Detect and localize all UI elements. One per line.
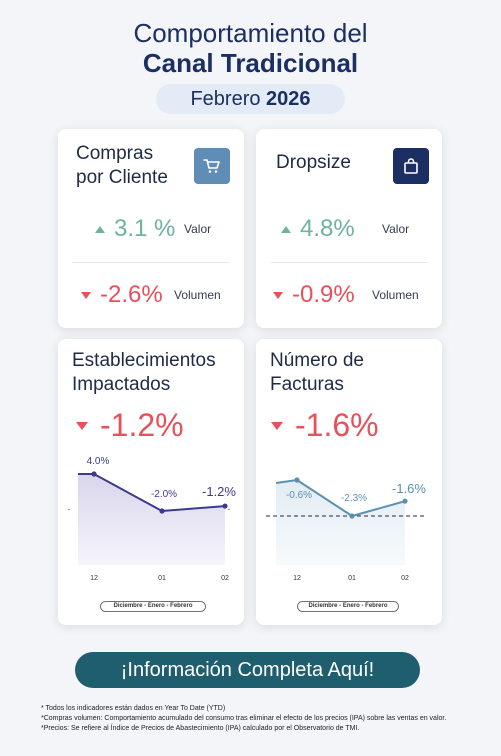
card-compras-por-cliente: Compras por Cliente 3.1 % Valor -2.6% Vo…: [58, 129, 244, 328]
data-point: [222, 503, 228, 509]
card-title-line1: Compras: [76, 143, 154, 164]
shopping-bag-icon: [393, 148, 429, 184]
series-line: [275, 478, 406, 518]
trend-down-icon: [81, 291, 91, 299]
chart-area: [78, 474, 225, 565]
metric-volumen-value: -2.6%: [100, 281, 163, 308]
period-month: Febrero: [190, 88, 261, 110]
metric-valor-value: 3.1 %: [114, 215, 176, 242]
metric-volumen: -0.9%: [273, 281, 355, 309]
baseline-marker: -: [68, 504, 71, 514]
metric-valor-label: Valor: [184, 222, 212, 236]
data-label: -1.6%: [392, 481, 426, 496]
metric-volumen-label: Volumen: [174, 288, 221, 302]
chart-area: [276, 480, 405, 565]
trend-down-icon: [273, 291, 283, 299]
x-tick-label: 12: [90, 575, 98, 582]
metric-volumen-label: Volumen: [372, 288, 419, 302]
card-title: Número de Facturas: [270, 349, 364, 397]
series-line: [78, 473, 226, 513]
metric-main: -1.6%: [271, 407, 379, 444]
metric-valor: 3.1 %: [95, 215, 175, 243]
trend-down-icon: [76, 421, 88, 430]
card-title-line1: Establecimientos: [72, 350, 216, 371]
metric-main: -1.2%: [76, 407, 184, 444]
metric-volumen-value: -0.9%: [292, 281, 355, 308]
full-info-button[interactable]: ¡Información Completa Aquí!: [75, 652, 420, 688]
x-tick-label: 12: [293, 575, 301, 582]
card-establecimientos-impactados: Establecimientos Impactados -1.2% 4.0% 12…: [58, 339, 244, 625]
trend-up-icon: [281, 225, 291, 233]
data-point: [402, 498, 408, 504]
chart-establecimientos: 4.0% 12 -2.0% 01 -1.2% 02 - -: [68, 456, 237, 582]
data-point: [159, 508, 165, 514]
metric-main-value: -1.6%: [295, 407, 379, 443]
card-title: Compras por Cliente: [76, 142, 168, 190]
footnote: * Todos los indicadores están dados en Y…: [41, 705, 226, 712]
data-point: [294, 477, 300, 483]
baseline-marker: -: [228, 504, 231, 514]
trend-down-icon: [271, 421, 283, 430]
metric-valor-label: Valor: [382, 222, 410, 236]
data-point: [349, 513, 355, 519]
metric-valor-value: 4.8%: [300, 215, 355, 242]
x-tick-label: 02: [401, 575, 409, 582]
footnote: *Compras volumen: Comportamiento acumula…: [41, 715, 447, 722]
card-title: Dropsize: [276, 152, 351, 173]
chart-legend: Diciembre - Enero - Febrero: [100, 601, 206, 612]
period-year: 2026: [266, 88, 311, 110]
footnote: *Precios: Se refiere al Índice de Precio…: [41, 725, 360, 732]
metric-valor: 4.8%: [281, 215, 355, 243]
page-title-line2: Canal Tradicional: [142, 48, 359, 78]
card-title-line2: por Cliente: [76, 167, 168, 188]
page-title-line1: Comportamiento del: [133, 18, 368, 48]
data-label: -0.6%: [286, 490, 312, 501]
card-title-line1: Número de: [270, 350, 364, 371]
cart-icon: [194, 148, 230, 184]
card-title: Establecimientos Impactados: [72, 349, 216, 397]
x-tick-label: 02: [221, 575, 229, 582]
card-title-line2: Impactados: [72, 374, 171, 395]
data-label: -1.2%: [202, 484, 236, 499]
data-label: -2.3%: [341, 493, 367, 504]
divider: [72, 262, 230, 263]
data-point: [91, 471, 97, 477]
x-tick-label: 01: [158, 575, 166, 582]
x-tick-label: 01: [348, 575, 356, 582]
card-dropsize: Dropsize 4.8% Valor -0.9% Volumen: [256, 129, 442, 328]
period-badge: Febrero 2026: [156, 84, 345, 114]
metric-main-value: -1.2%: [100, 407, 184, 443]
divider: [270, 262, 428, 263]
card-numero-de-facturas: Número de Facturas -1.6% -0.6% 12 -2.3% 01-…: [256, 339, 442, 625]
data-label: 4.0%: [87, 456, 110, 467]
metric-volumen: -2.6%: [81, 281, 163, 309]
card-title-line2: Facturas: [270, 374, 344, 395]
chart-legend: Diciembre - Enero - Febrero: [297, 601, 399, 612]
data-label: -2.0%: [151, 489, 177, 500]
chart-facturas: -0.6% 12 -2.3% 01 -1.6% 02: [266, 477, 426, 582]
trend-up-icon: [95, 225, 105, 233]
